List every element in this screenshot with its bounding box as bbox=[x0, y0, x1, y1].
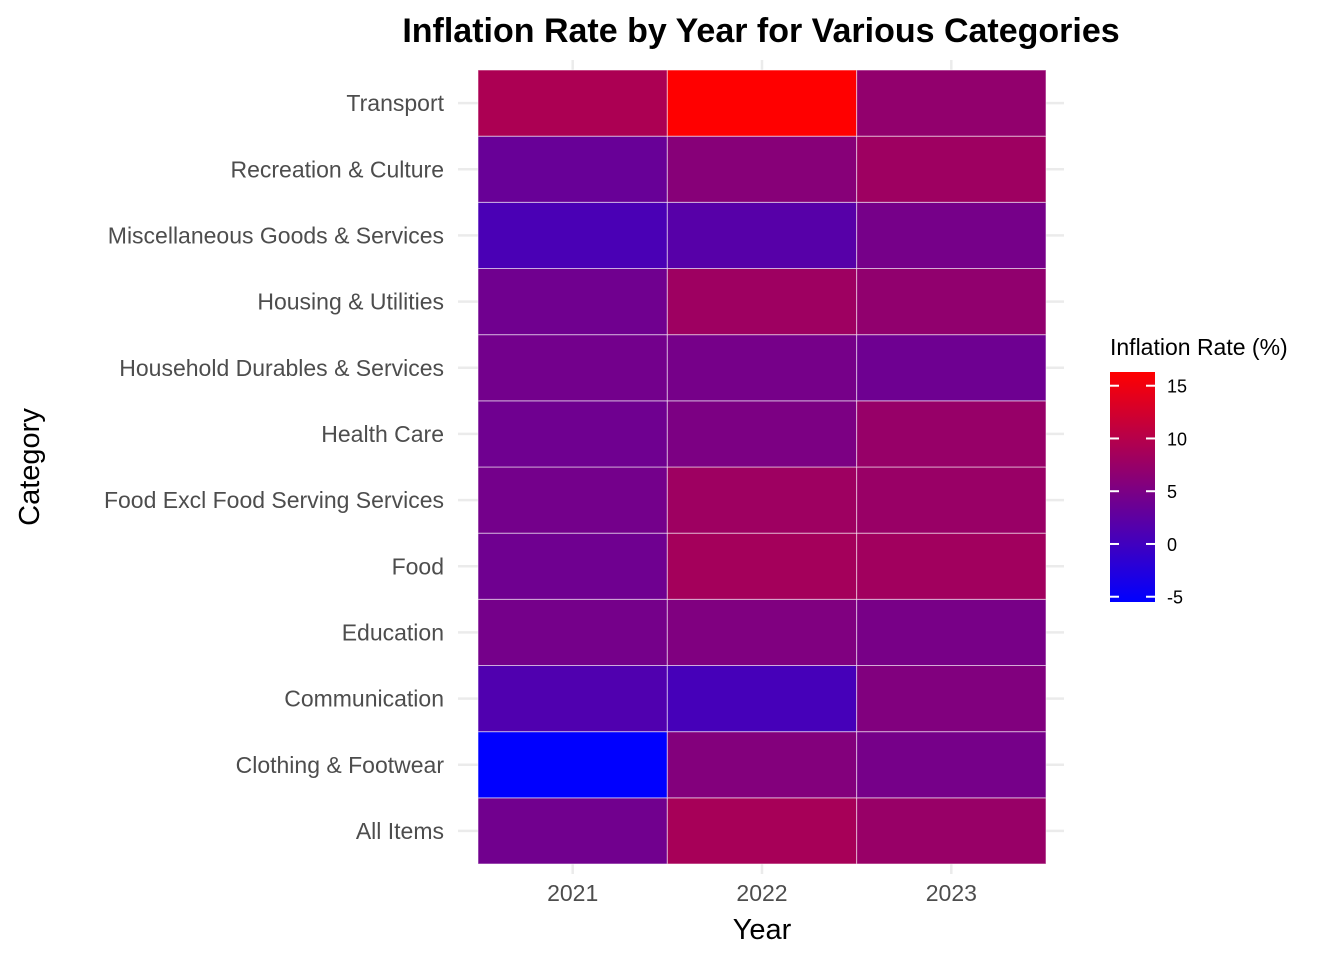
cell-all-items-2022 bbox=[666, 797, 858, 865]
cell-education-2023 bbox=[856, 598, 1047, 666]
y-axis-title: Category bbox=[14, 408, 46, 526]
x-tick-labels: 2021 2022 2023 bbox=[547, 880, 977, 906]
cell-health-care-2022 bbox=[666, 400, 858, 468]
legend-title: Inflation Rate (%) bbox=[1110, 334, 1288, 360]
y-tick-label-clothing-and-footwear: Clothing & Footwear bbox=[236, 752, 445, 778]
legend-tick-label: 10 bbox=[1167, 429, 1187, 449]
cell-recreation-and-culture-2021 bbox=[477, 135, 668, 203]
y-tick-label-miscellaneous-goods-and-services: Miscellaneous Goods & Services bbox=[108, 222, 444, 248]
cell-miscellaneous-goods-and-services-2023 bbox=[856, 201, 1047, 269]
cell-communication-2021 bbox=[477, 665, 668, 733]
cell-clothing-and-footwear-2023 bbox=[856, 731, 1047, 799]
y-tick-label-recreation-and-culture: Recreation & Culture bbox=[231, 156, 445, 182]
cell-clothing-and-footwear-2021 bbox=[477, 731, 668, 799]
cell-household-durables-and-services-2021 bbox=[477, 334, 668, 402]
cell-food-2022 bbox=[666, 532, 858, 600]
y-tick-label-food: Food bbox=[392, 553, 444, 579]
cell-miscellaneous-goods-and-services-2021 bbox=[477, 201, 668, 269]
cell-household-durables-and-services-2022 bbox=[666, 334, 858, 402]
y-tick-label-housing-and-utilities: Housing & Utilities bbox=[257, 289, 444, 315]
cell-food-excl-food-serving-services-2022 bbox=[666, 466, 858, 534]
cell-communication-2023 bbox=[856, 665, 1047, 733]
cell-transport-2022 bbox=[666, 69, 858, 137]
cell-household-durables-and-services-2023 bbox=[856, 334, 1047, 402]
cell-food-excl-food-serving-services-2023 bbox=[856, 466, 1047, 534]
cell-all-items-2023 bbox=[856, 797, 1047, 865]
cell-education-2022 bbox=[666, 598, 858, 666]
cell-communication-2022 bbox=[666, 665, 858, 733]
cell-food-2021 bbox=[477, 532, 668, 600]
y-tick-label-transport: Transport bbox=[346, 90, 444, 116]
y-tick-label-communication: Communication bbox=[284, 686, 444, 712]
x-tick-label-2021: 2021 bbox=[547, 880, 598, 906]
legend-tick-label: 5 bbox=[1167, 482, 1177, 502]
legend-tick-label: -5 bbox=[1167, 588, 1183, 608]
legend-tick-label: 15 bbox=[1167, 377, 1187, 397]
x-tick-label-2023: 2023 bbox=[926, 880, 977, 906]
y-tick-label-health-care: Health Care bbox=[321, 421, 444, 447]
y-tick-label-education: Education bbox=[342, 619, 444, 645]
cell-education-2021 bbox=[477, 598, 668, 666]
x-axis-title: Year bbox=[733, 914, 792, 946]
cell-recreation-and-culture-2022 bbox=[666, 135, 858, 203]
cell-food-2023 bbox=[856, 532, 1047, 600]
y-tick-label-food-excl-food-serving-services: Food Excl Food Serving Services bbox=[104, 487, 444, 513]
cell-housing-and-utilities-2022 bbox=[666, 268, 858, 336]
y-tick-label-all-items: All Items bbox=[356, 818, 444, 844]
y-tick-label-household-durables-and-services: Household Durables & Services bbox=[119, 355, 444, 381]
cell-food-excl-food-serving-services-2021 bbox=[477, 466, 668, 534]
cell-housing-and-utilities-2023 bbox=[856, 268, 1047, 336]
y-tick-labels: All Items Clothing & Footwear Communicatio… bbox=[104, 90, 445, 844]
legend-ticks: -5 0 5 10 15 bbox=[1110, 377, 1187, 608]
cell-health-care-2021 bbox=[477, 400, 668, 468]
chart-title: Inflation Rate by Year for Various Categ… bbox=[402, 12, 1119, 50]
cell-miscellaneous-goods-and-services-2022 bbox=[666, 201, 858, 269]
cell-housing-and-utilities-2021 bbox=[477, 268, 668, 336]
cell-transport-2021 bbox=[477, 69, 668, 137]
cell-all-items-2021 bbox=[477, 797, 668, 865]
legend-tick-label: 0 bbox=[1167, 535, 1177, 555]
cell-transport-2023 bbox=[856, 69, 1047, 137]
heatmap-cells bbox=[477, 69, 1047, 865]
cell-recreation-and-culture-2023 bbox=[856, 135, 1047, 203]
x-tick-label-2022: 2022 bbox=[736, 880, 787, 906]
legend-colorbar bbox=[1110, 372, 1155, 602]
color-legend: Inflation Rate (%) -5 0 5 10 15 bbox=[1110, 334, 1288, 608]
cell-health-care-2023 bbox=[856, 400, 1047, 468]
cell-clothing-and-footwear-2022 bbox=[666, 731, 858, 799]
